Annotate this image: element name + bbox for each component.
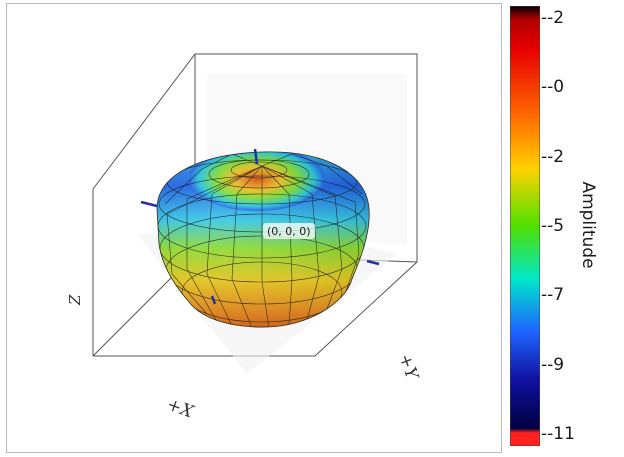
colorbar	[510, 6, 540, 446]
axis-lines	[140, 148, 380, 305]
plot-3d-view[interactable]: (0, 0, 0) Z +X +Y	[7, 4, 503, 454]
plot-panel[interactable]: (0, 0, 0) Z +X +Y	[6, 3, 502, 453]
origin-label: (0, 0, 0)	[263, 223, 315, 239]
colorbar-tick-label: --0	[541, 77, 565, 98]
surface-body	[157, 151, 370, 328]
colorbar-tick-label: --9	[541, 354, 565, 375]
origin-label-text: (0, 0, 0)	[267, 225, 311, 238]
colorbar-title: Amplitude	[578, 181, 598, 269]
colorbar-tick-label: --5	[541, 216, 565, 236]
colorbar-tick-label: --11	[541, 424, 575, 444]
colorbar-tick-label: --7	[541, 285, 565, 306]
z-axis-label: Z	[66, 294, 84, 306]
colorbar-tick-label: --2	[541, 146, 565, 167]
surface-outline	[156, 151, 370, 328]
x-axis-label: +X	[164, 395, 196, 423]
y-axis-label: +Y	[394, 351, 422, 383]
colorbar-tick-label: --2	[541, 8, 565, 28]
